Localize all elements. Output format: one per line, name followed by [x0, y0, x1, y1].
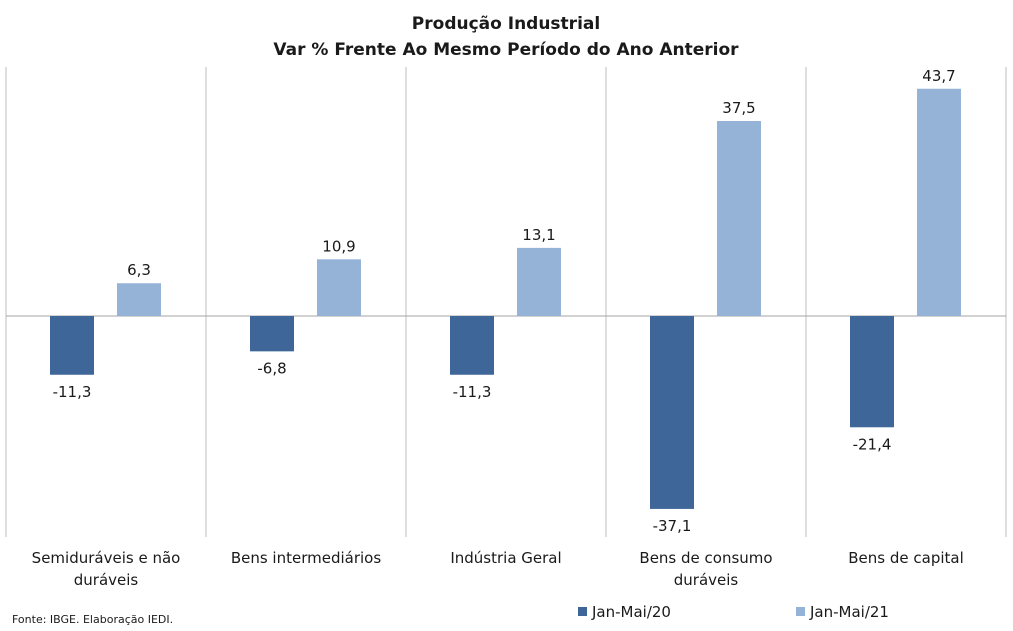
data-label-1-5: -21,4	[853, 435, 892, 453]
bar-2-4	[717, 121, 761, 316]
legend-label-2: Jan-Mai/21	[809, 603, 889, 621]
data-label-2-1: 6,3	[127, 261, 151, 279]
category-label-2: Bens intermediários	[231, 549, 382, 567]
chart-title-line-2: Var % Frente Ao Mesmo Período do Ano Ant…	[273, 40, 739, 60]
legend-swatch-1	[578, 607, 587, 616]
category-label-4: Bens de consumo duráveis	[639, 549, 772, 589]
source-note: Fonte: IBGE. Elaboração IEDI.	[12, 613, 173, 626]
data-label-2-3: 13,1	[522, 226, 555, 244]
bar-1-5	[850, 316, 894, 428]
legend-label-1: Jan-Mai/20	[591, 603, 671, 621]
data-label-1-3: -11,3	[453, 383, 492, 401]
data-label-1-2: -6,8	[257, 359, 286, 377]
legend: Jan-Mai/20 Jan-Mai/21	[578, 603, 889, 621]
data-label-2-4: 37,5	[722, 99, 755, 117]
legend-swatch-2	[796, 607, 805, 616]
bar-1-4	[650, 316, 694, 509]
chart-title-line-1: Produção Industrial	[412, 14, 600, 34]
category-label-1: Semiduráveis e não duráveis	[32, 549, 181, 589]
data-label-2-2: 10,9	[322, 237, 355, 255]
bar-1-1	[50, 316, 94, 375]
bars	[50, 88, 961, 509]
category-label-3: Indústria Geral	[450, 549, 561, 567]
category-label-5: Bens de capital	[848, 549, 964, 567]
bar-2-1	[117, 283, 161, 316]
bar-2-2	[317, 259, 361, 316]
data-label-2-5: 43,7	[922, 67, 955, 85]
category-labels: Semiduráveis e não duráveis Bens intermedi…	[32, 549, 964, 589]
data-labels: -11,3 -6,8 -11,3 -37,1 -21,4 6,3 10,9 13,1 37,5 4…	[53, 67, 956, 535]
data-label-1-4: -37,1	[653, 517, 692, 535]
bar-2-3	[517, 247, 561, 316]
category-separators	[5, 67, 1007, 537]
data-label-1-1: -11,3	[53, 383, 92, 401]
bar-1-2	[250, 316, 294, 352]
bar-1-3	[450, 316, 494, 375]
bar-2-5	[917, 88, 961, 316]
